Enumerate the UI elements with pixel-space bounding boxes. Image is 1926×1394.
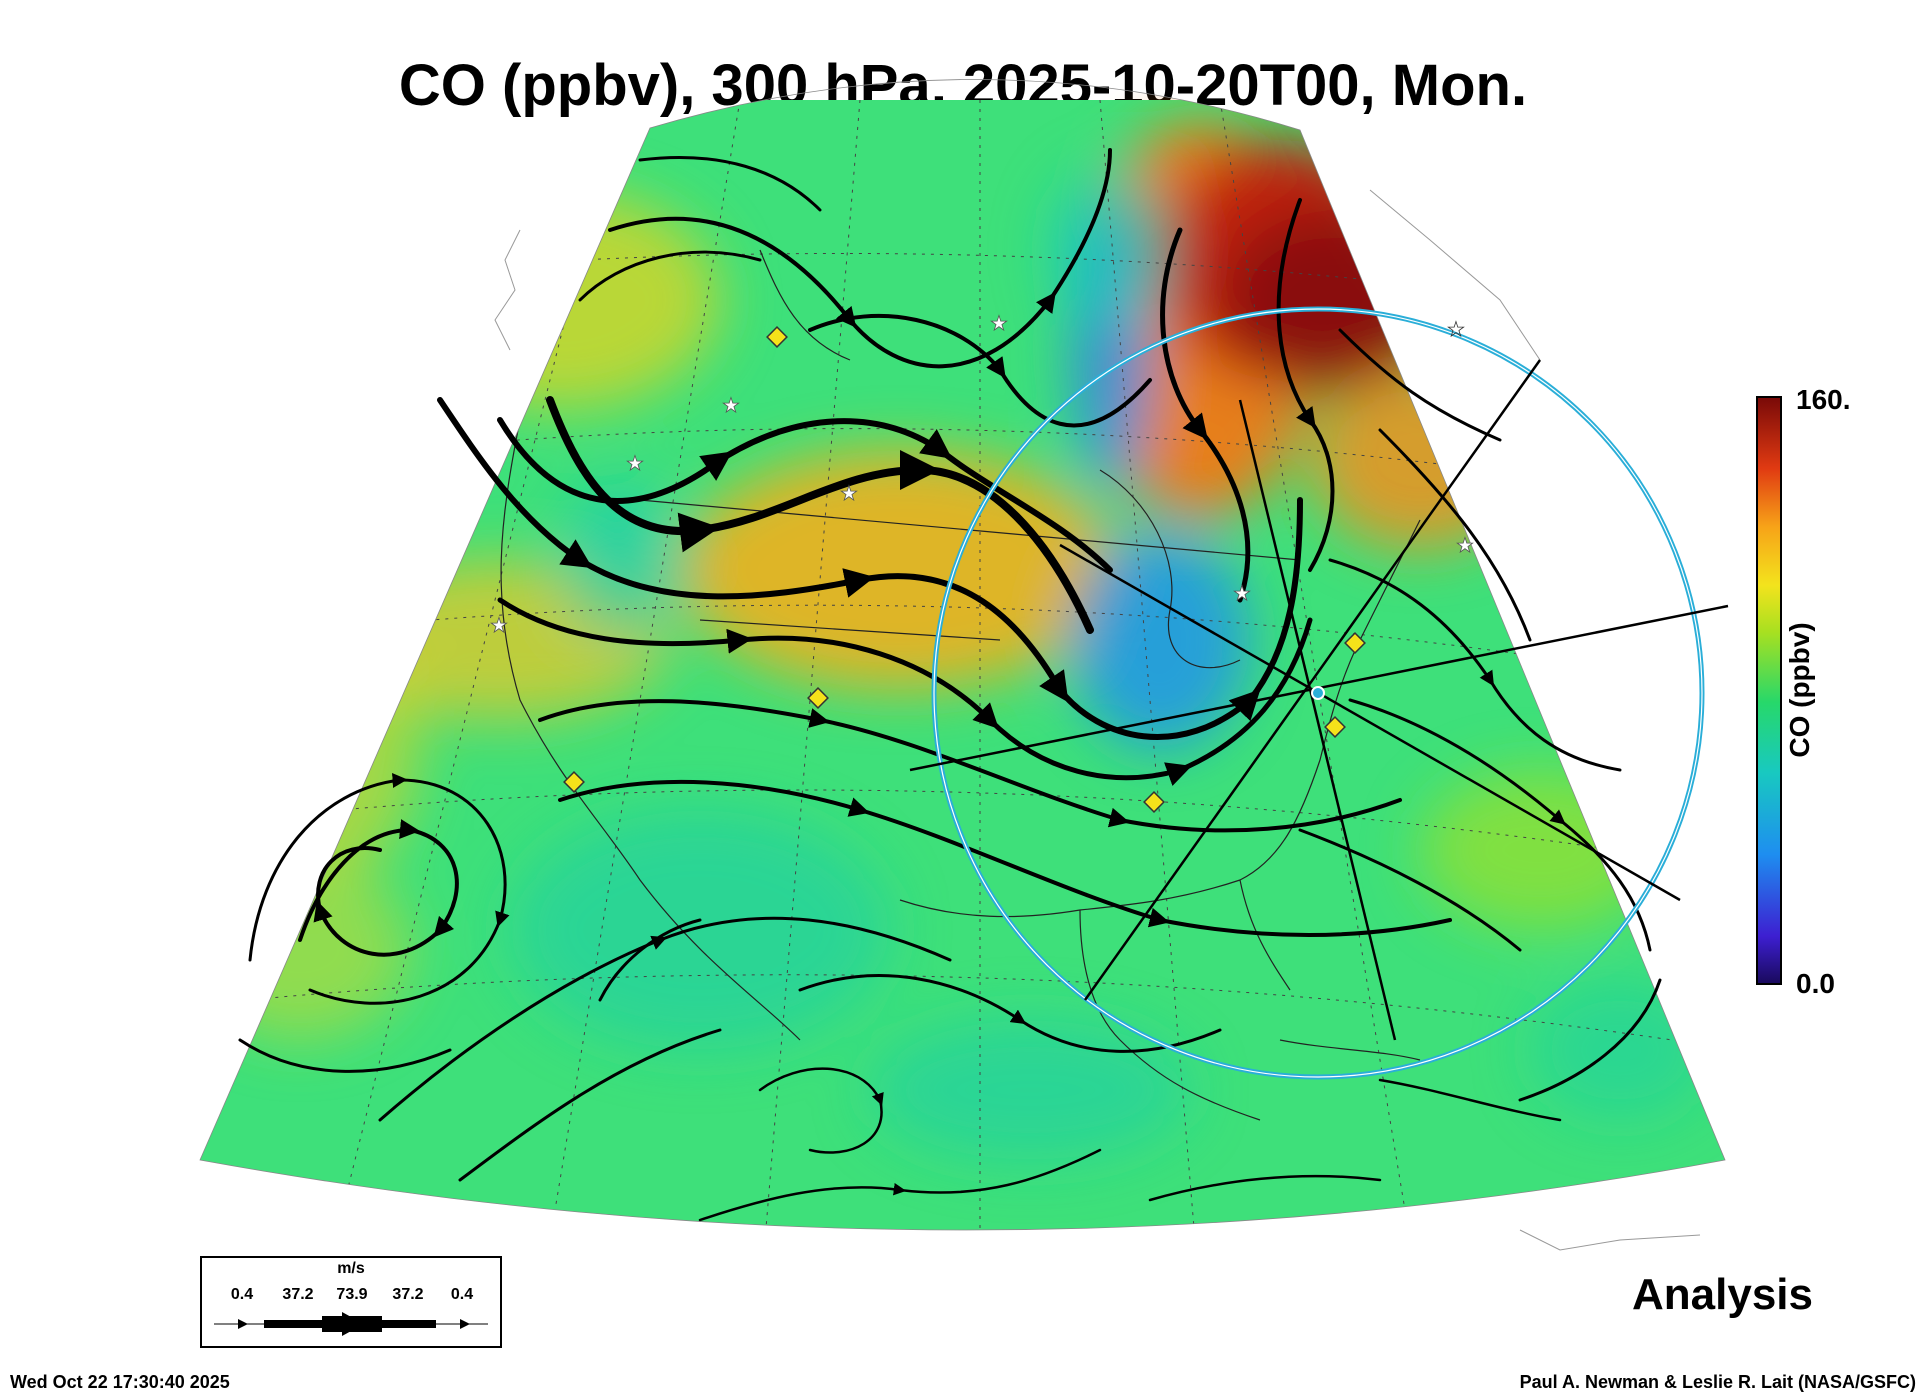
wind-legend-value: 73.9 [336, 1286, 368, 1303]
credit-line: Paul A. Newman & Leslie R. Lait (NASA/GS… [1519, 1372, 1916, 1392]
colorbar [1756, 396, 1782, 985]
colorbar-max-label: 160. [1796, 384, 1851, 415]
station-markers [563, 326, 1366, 813]
range-ring-group [909, 306, 1729, 1080]
station-marker[interactable] [563, 771, 585, 793]
wind-legend-value: 37.2 [282, 1286, 314, 1303]
station-marker[interactable] [1344, 632, 1366, 654]
section-line-1[interactable] [1083, 359, 1542, 1001]
map-domain-border [199, 79, 1726, 1231]
outside-coastlines [494, 189, 1701, 1251]
co-field [200, 99, 1725, 1230]
wind-streamlines [238, 148, 1662, 1222]
star-icon: ★ [722, 395, 740, 417]
star-markers: ★ ★ ★ ★ ★ ★ ★ ★ [490, 313, 1475, 638]
star-icon: ★ [490, 615, 508, 637]
wind-legend-value: 0.4 [230, 1286, 254, 1303]
section-line-4[interactable] [1238, 399, 1397, 1041]
colorbar-unit-label: CO (ppbv) [1784, 622, 1815, 758]
wind-legend-unit: m/s [337, 1260, 365, 1277]
timestamp: Wed Oct 22 17:30:40 2025 [10, 1372, 230, 1392]
panel-label: Analysis [1632, 1270, 1813, 1319]
star-icon: ★ [1447, 319, 1465, 341]
station-marker[interactable] [807, 687, 829, 709]
star-icon: ★ [626, 453, 644, 475]
station-marker[interactable] [766, 326, 788, 348]
star-icon: ★ [1456, 535, 1474, 557]
section-line-3[interactable] [1059, 543, 1681, 902]
wind-legend-arrows [214, 1312, 488, 1336]
station-marker[interactable] [1143, 791, 1165, 813]
star-icon: ★ [840, 483, 858, 505]
wind-legend-value: 0.4 [450, 1286, 474, 1303]
colorbar-min-label: 0.0 [1796, 968, 1835, 999]
wind-legend: m/s 0.4 37.2 73.9 37.2 0.4 [200, 1256, 502, 1348]
range-ring-inner [933, 308, 1703, 1078]
star-icon: ★ [1233, 583, 1251, 605]
ring-center-marker[interactable] [1311, 686, 1325, 700]
wind-legend-value: 37.2 [392, 1286, 424, 1303]
star-icon: ★ [990, 313, 1008, 335]
station-marker[interactable] [1324, 716, 1346, 738]
